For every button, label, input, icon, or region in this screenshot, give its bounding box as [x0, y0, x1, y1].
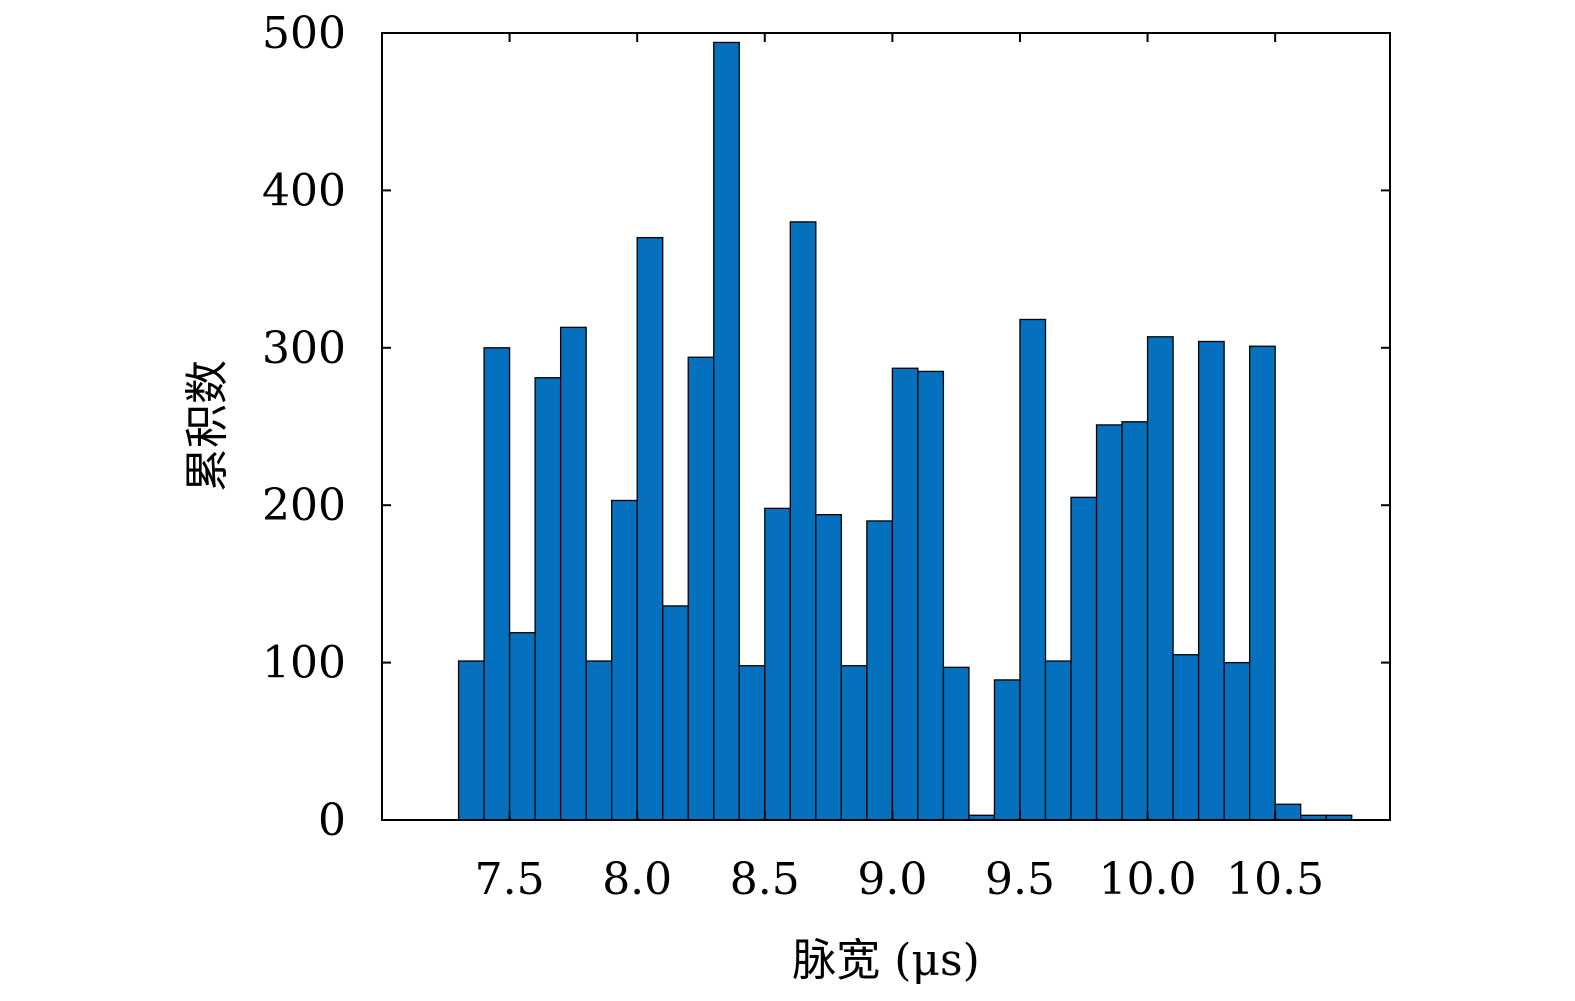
histogram-bar [1121, 421, 1149, 821]
histogram-bar [585, 660, 613, 821]
histogram-bar [1197, 340, 1225, 821]
histogram-bar [993, 679, 1021, 821]
y-tick-label: 100 [262, 638, 346, 689]
histogram-bar [1146, 336, 1174, 821]
plot-frame [381, 32, 1391, 821]
x-tick-label: 9.0 [857, 854, 927, 905]
histogram-bar [1274, 803, 1302, 821]
histogram-bar [662, 605, 689, 821]
histogram-bar [815, 513, 842, 821]
bars-group [457, 41, 1353, 821]
histogram-bar [1019, 318, 1047, 821]
histogram-bar [636, 236, 664, 821]
histogram-bar [534, 377, 562, 821]
histogram-bar [457, 660, 485, 821]
histogram-bar [942, 666, 970, 821]
x-tick-label: 7.5 [475, 854, 545, 905]
y-axis-ticks: 0 100 200 300 400 500 [262, 8, 1390, 846]
y-tick-label: 0 [318, 795, 346, 846]
histogram-bar [891, 367, 919, 821]
y-tick-label: 300 [262, 323, 346, 374]
x-tick-label: 8.0 [602, 854, 672, 905]
histogram-bar [483, 347, 511, 821]
histogram-bar [917, 370, 945, 821]
histogram-bar [611, 499, 638, 821]
y-tick-label: 200 [262, 480, 346, 531]
histogram-bar [789, 221, 817, 821]
histogram-bar [1172, 654, 1200, 821]
histogram-bar [1070, 496, 1098, 821]
histogram-bar [866, 520, 894, 821]
x-tick-label: 10.0 [1099, 854, 1197, 905]
histogram-bar [1223, 661, 1251, 821]
histogram-bar [738, 665, 766, 821]
histogram-bar [687, 356, 715, 821]
histogram-bar [559, 326, 587, 821]
x-tick-label: 10.5 [1226, 854, 1324, 905]
histogram-bar [713, 41, 740, 821]
histogram-bar [1044, 660, 1072, 821]
histogram-bar [1095, 424, 1123, 821]
y-axis-label: 累积数 [182, 360, 233, 492]
y-tick-label: 400 [262, 165, 346, 216]
x-axis-ticks: 7.5 8.0 8.5 9.0 9.5 10.0 10.5 [475, 33, 1324, 905]
x-axis-label: 脉宽 (μs) [792, 935, 980, 986]
histogram-bar [764, 507, 791, 821]
histogram-bar [840, 665, 868, 821]
x-tick-label: 9.5 [985, 854, 1055, 905]
histogram-bar [1248, 345, 1276, 821]
y-tick-label: 500 [262, 8, 346, 59]
histogram-bar [508, 632, 536, 821]
x-tick-label: 8.5 [730, 854, 800, 905]
